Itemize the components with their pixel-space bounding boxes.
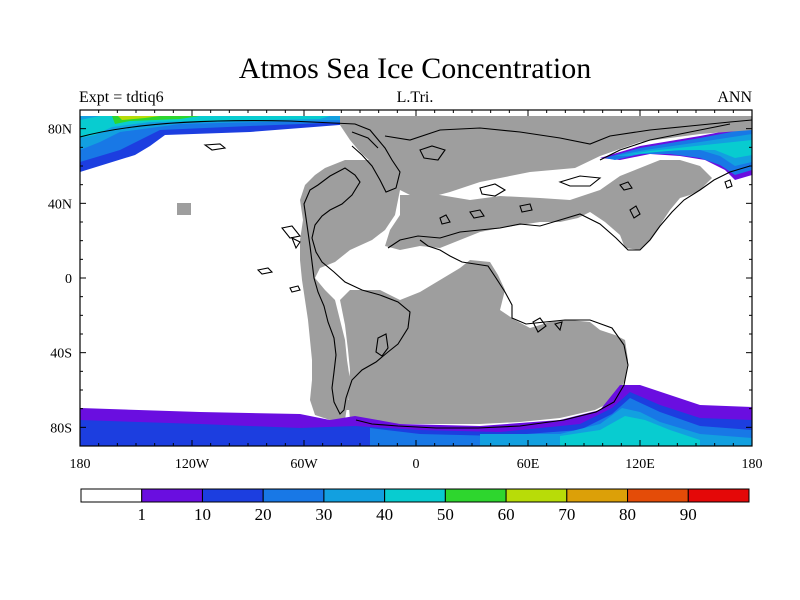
- colorbar-swatch: [505, 488, 568, 503]
- colorbar-swatch: [323, 488, 386, 503]
- colorbar-swatch: [384, 488, 446, 503]
- y-tick-label: 80S: [50, 421, 72, 436]
- x-tick-label: 60E: [517, 457, 540, 472]
- colorbar-swatch: [566, 488, 629, 503]
- experiment-label: Expt = tdtiq6: [79, 89, 164, 106]
- season-label: ANN: [717, 89, 752, 106]
- colorbar: [80, 488, 750, 503]
- arctic-ice-west: [80, 116, 352, 172]
- y-tick-label: 80N: [48, 123, 72, 138]
- land-west: [177, 116, 752, 420]
- antarctic-ice: [80, 385, 752, 446]
- colorbar-label: 10: [194, 505, 211, 524]
- colorbar-swatch: [444, 488, 507, 503]
- map-content: [80, 116, 752, 446]
- land-east: [340, 160, 712, 424]
- colorbar-label: 60: [498, 505, 515, 524]
- colorbar-label: 70: [558, 505, 575, 524]
- axis-ticks: [79, 109, 753, 447]
- colorbar-label: 30: [315, 505, 332, 524]
- coastlines: [80, 119, 752, 429]
- colorbar-label: 40: [376, 505, 393, 524]
- colorbar-labels: 1 10 20 30 40 50 60 70 80 90: [137, 505, 696, 524]
- y-tick-label: 0: [65, 272, 72, 287]
- x-tick-label: 120E: [625, 457, 655, 472]
- colorbar-swatch: [201, 488, 264, 503]
- colorbar-label: 50: [437, 505, 454, 524]
- y-tick-label: 40S: [50, 347, 72, 362]
- axis-tick-labels: 180 120W 60W 0 60E 120E 180 80N 40N 0 40S 80S: [48, 123, 763, 472]
- colorbar-swatch: [141, 488, 203, 503]
- arctic-ice-east: [600, 126, 752, 180]
- x-tick-label: 60W: [290, 457, 318, 472]
- x-tick-label: 180: [70, 457, 91, 472]
- grid-label: L.Tri.: [396, 89, 434, 106]
- y-tick-label: 40N: [48, 197, 72, 212]
- colorbar-label: 20: [255, 505, 272, 524]
- colorbar-swatch: [80, 488, 143, 503]
- colorbar-label: 1: [137, 505, 146, 524]
- colorbar-swatch: [262, 488, 325, 503]
- colorbar-swatch: [627, 488, 689, 503]
- x-tick-label: 0: [413, 457, 420, 472]
- colorbar-swatch: [687, 488, 750, 503]
- plot-title: Atmos Sea Ice Concentration: [238, 52, 592, 85]
- colorbar-label: 90: [680, 505, 697, 524]
- x-tick-label: 120W: [175, 457, 210, 472]
- colorbar-label: 80: [619, 505, 636, 524]
- x-tick-label: 180: [742, 457, 763, 472]
